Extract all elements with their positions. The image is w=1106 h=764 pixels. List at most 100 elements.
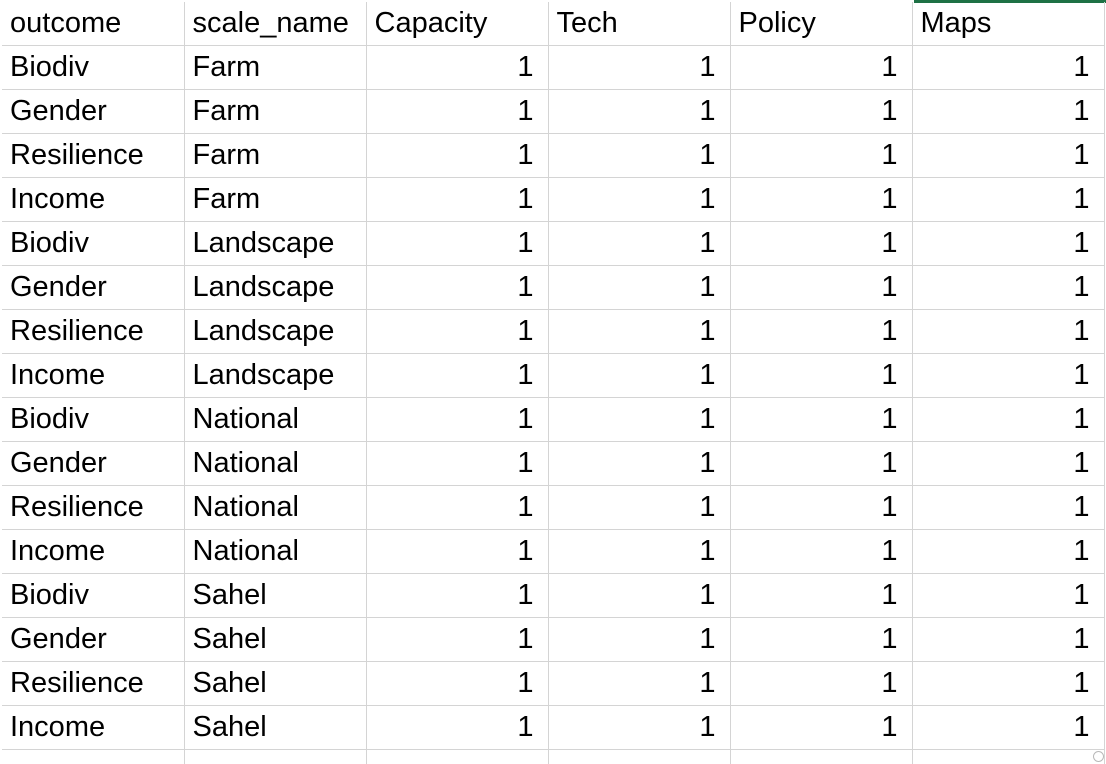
empty-cell[interactable]	[2, 749, 185, 764]
cell-maps[interactable]: 1	[912, 89, 1105, 134]
cell-outcome[interactable]: Income	[2, 177, 185, 222]
empty-cell[interactable]	[912, 749, 1105, 764]
cell-outcome[interactable]: Resilience	[2, 485, 185, 530]
cell-policy[interactable]: 1	[730, 309, 913, 354]
cell-header-capacity[interactable]: Capacity	[366, 2, 549, 46]
cell-maps[interactable]: 1	[912, 309, 1105, 354]
cell-policy[interactable]: 1	[730, 45, 913, 90]
cell-capacity[interactable]: 1	[366, 529, 549, 574]
cell-maps[interactable]: 1	[912, 133, 1105, 178]
cell-maps[interactable]: 1	[912, 529, 1105, 574]
cell-maps[interactable]: 1	[912, 221, 1105, 266]
empty-cell[interactable]	[730, 749, 913, 764]
cell-maps[interactable]: 1	[912, 617, 1105, 662]
cell-scale-name[interactable]: Farm	[184, 45, 367, 90]
cell-capacity[interactable]: 1	[366, 45, 549, 90]
cell-outcome[interactable]: Biodiv	[2, 573, 185, 618]
cell-policy[interactable]: 1	[730, 705, 913, 750]
cell-scale-name[interactable]: Landscape	[184, 221, 367, 266]
cell-maps[interactable]: 1	[912, 441, 1105, 486]
cell-header-tech[interactable]: Tech	[548, 2, 731, 46]
cell-tech[interactable]: 1	[548, 617, 731, 662]
cell-tech[interactable]: 1	[548, 133, 731, 178]
cell-capacity[interactable]: 1	[366, 89, 549, 134]
cell-capacity[interactable]: 1	[366, 573, 549, 618]
cell-header-policy[interactable]: Policy	[730, 2, 913, 46]
cell-outcome[interactable]: Biodiv	[2, 45, 185, 90]
cell-capacity[interactable]: 1	[366, 617, 549, 662]
cell-header-maps[interactable]: Maps	[912, 2, 1105, 46]
cell-scale-name[interactable]: Sahel	[184, 573, 367, 618]
cell-outcome[interactable]: Income	[2, 705, 185, 750]
cell-tech[interactable]: 1	[548, 485, 731, 530]
cell-tech[interactable]: 1	[548, 573, 731, 618]
cell-maps[interactable]: 1	[912, 573, 1105, 618]
cell-outcome[interactable]: Resilience	[2, 661, 185, 706]
cell-scale-name[interactable]: Landscape	[184, 265, 367, 310]
cell-maps[interactable]: 1	[912, 353, 1105, 398]
cell-capacity[interactable]: 1	[366, 397, 549, 442]
cell-scale-name[interactable]: Farm	[184, 177, 367, 222]
cell-maps[interactable]: 1	[912, 661, 1105, 706]
empty-cell[interactable]	[184, 749, 367, 764]
cell-policy[interactable]: 1	[730, 133, 913, 178]
cell-scale-name[interactable]: National	[184, 529, 367, 574]
cell-tech[interactable]: 1	[548, 89, 731, 134]
empty-cell[interactable]	[366, 749, 549, 764]
cell-maps[interactable]: 1	[912, 177, 1105, 222]
cell-capacity[interactable]: 1	[366, 177, 549, 222]
cell-capacity[interactable]: 1	[366, 221, 549, 266]
cell-policy[interactable]: 1	[730, 661, 913, 706]
cell-capacity[interactable]: 1	[366, 661, 549, 706]
cell-outcome[interactable]: Income	[2, 353, 185, 398]
cell-tech[interactable]: 1	[548, 177, 731, 222]
cell-policy[interactable]: 1	[730, 617, 913, 662]
cell-capacity[interactable]: 1	[366, 133, 549, 178]
cell-policy[interactable]: 1	[730, 441, 913, 486]
cell-capacity[interactable]: 1	[366, 309, 549, 354]
cell-tech[interactable]: 1	[548, 45, 731, 90]
cell-maps[interactable]: 1	[912, 397, 1105, 442]
cell-policy[interactable]: 1	[730, 397, 913, 442]
cell-tech[interactable]: 1	[548, 397, 731, 442]
cell-tech[interactable]: 1	[548, 265, 731, 310]
cell-policy[interactable]: 1	[730, 221, 913, 266]
cell-header-scale-name[interactable]: scale_name	[184, 2, 367, 46]
cell-outcome[interactable]: Gender	[2, 89, 185, 134]
cell-outcome[interactable]: Gender	[2, 441, 185, 486]
cell-policy[interactable]: 1	[730, 177, 913, 222]
cell-policy[interactable]: 1	[730, 353, 913, 398]
cell-capacity[interactable]: 1	[366, 705, 549, 750]
cell-maps[interactable]: 1	[912, 485, 1105, 530]
cell-maps[interactable]: 1	[912, 265, 1105, 310]
cell-scale-name[interactable]: Sahel	[184, 705, 367, 750]
cell-maps[interactable]: 1	[912, 45, 1105, 90]
cell-policy[interactable]: 1	[730, 529, 913, 574]
cell-scale-name[interactable]: Landscape	[184, 353, 367, 398]
cell-outcome[interactable]: Biodiv	[2, 397, 185, 442]
cell-scale-name[interactable]: Farm	[184, 133, 367, 178]
cell-scale-name[interactable]: National	[184, 485, 367, 530]
cell-scale-name[interactable]: Sahel	[184, 617, 367, 662]
cell-policy[interactable]: 1	[730, 89, 913, 134]
cell-outcome[interactable]: Resilience	[2, 309, 185, 354]
cell-tech[interactable]: 1	[548, 309, 731, 354]
cell-outcome[interactable]: Biodiv	[2, 221, 185, 266]
cell-capacity[interactable]: 1	[366, 265, 549, 310]
cell-scale-name[interactable]: National	[184, 441, 367, 486]
cell-scale-name[interactable]: Sahel	[184, 661, 367, 706]
cell-scale-name[interactable]: National	[184, 397, 367, 442]
cell-tech[interactable]: 1	[548, 705, 731, 750]
cell-tech[interactable]: 1	[548, 529, 731, 574]
cell-outcome[interactable]: Resilience	[2, 133, 185, 178]
empty-cell[interactable]	[548, 749, 731, 764]
cell-maps[interactable]: 1	[912, 705, 1105, 750]
cell-scale-name[interactable]: Farm	[184, 89, 367, 134]
cell-header-outcome[interactable]: outcome	[2, 2, 185, 46]
cell-capacity[interactable]: 1	[366, 353, 549, 398]
cell-capacity[interactable]: 1	[366, 485, 549, 530]
cell-outcome[interactable]: Gender	[2, 265, 185, 310]
cell-policy[interactable]: 1	[730, 485, 913, 530]
cell-outcome[interactable]: Gender	[2, 617, 185, 662]
cell-outcome[interactable]: Income	[2, 529, 185, 574]
